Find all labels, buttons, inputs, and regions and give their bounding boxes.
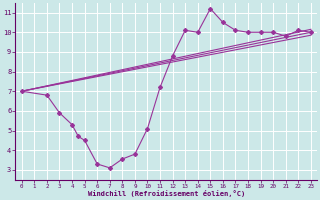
X-axis label: Windchill (Refroidissement éolien,°C): Windchill (Refroidissement éolien,°C) [88,190,245,197]
